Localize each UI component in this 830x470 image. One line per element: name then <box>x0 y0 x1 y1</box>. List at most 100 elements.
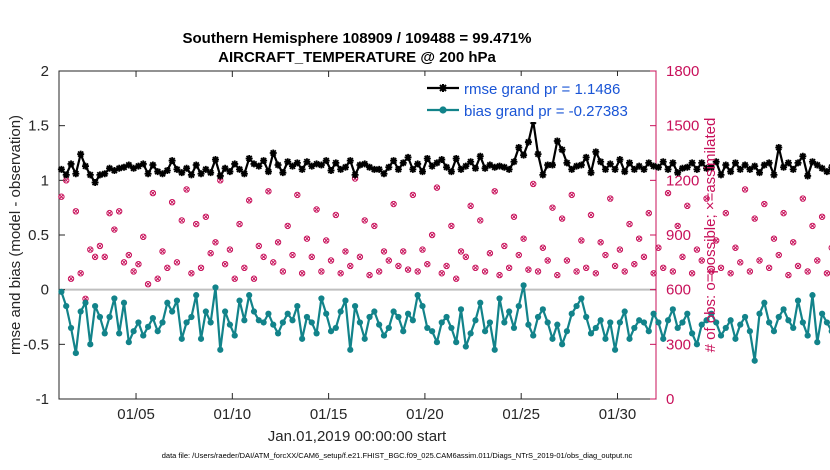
bias-point <box>303 313 311 321</box>
rmse-point <box>183 164 191 172</box>
bias-point <box>207 319 214 326</box>
obs-possible-point <box>115 208 123 215</box>
obs-possible-point <box>77 270 84 277</box>
bias-point <box>722 324 729 332</box>
rmse-point <box>91 179 99 187</box>
obs-possible-point <box>505 264 513 271</box>
rmse-point <box>317 161 325 169</box>
obs-assimilated-point <box>145 281 151 287</box>
obs-possible-point <box>221 260 229 268</box>
obs-assimilated-point <box>189 270 194 276</box>
obs-possible-point <box>236 220 243 228</box>
bias-point <box>669 306 676 313</box>
obs-possible-point <box>173 259 181 266</box>
y-tick-label: 1 <box>41 172 49 189</box>
bias-point <box>664 317 672 324</box>
bias-point <box>376 321 383 328</box>
rmse-point <box>616 156 624 164</box>
y-right-tick-label: 1800 <box>666 63 699 80</box>
rmse-point <box>587 169 595 177</box>
bias-point <box>597 317 604 324</box>
bias-point <box>703 317 710 324</box>
y-tick-label: 0.5 <box>28 227 49 244</box>
bias-point <box>631 324 638 332</box>
bias-point <box>274 330 282 337</box>
rmse-point <box>669 159 677 167</box>
rmse-point <box>313 160 321 168</box>
rmse-point <box>106 164 114 172</box>
obs-assimilated-point <box>670 269 676 274</box>
bias-point <box>82 299 89 306</box>
bias-point <box>693 341 701 348</box>
obs-assimilated-point <box>155 276 161 282</box>
obs-assimilated-point <box>810 223 815 229</box>
obs-assimilated-point <box>179 218 185 223</box>
rmse-point <box>418 168 426 176</box>
obs-possible-point <box>467 202 474 210</box>
obs-possible-point <box>438 270 445 277</box>
obs-assimilated-point <box>328 258 334 263</box>
bias-point <box>356 319 364 326</box>
obs-assimilated-point <box>63 177 69 183</box>
rmse-point <box>741 161 749 169</box>
rmse-point <box>626 159 634 167</box>
bias-point <box>525 321 532 328</box>
obs-possible-point <box>809 222 816 230</box>
plot-area: -1 -0.5 0 0.5 1 1.5 2 0 300 600 900 1200 1500 1800 01/… <box>23 63 830 423</box>
obs-possible-point <box>188 270 195 277</box>
bias-point <box>236 297 243 304</box>
rmse-point <box>423 154 431 162</box>
obs-possible-point <box>818 213 826 220</box>
obs-possible-point <box>650 270 657 277</box>
rmse-point <box>712 158 720 166</box>
obs-assimilated-point <box>150 190 156 196</box>
obs-assimilated-point <box>569 192 575 198</box>
rmse-point <box>804 172 812 180</box>
bias-point <box>477 299 484 306</box>
obs-assimilated-point <box>453 276 459 282</box>
obs-assimilated-point <box>468 203 473 209</box>
obs-assimilated-point <box>319 269 324 274</box>
legend-bias-marker <box>439 106 447 114</box>
x-tick-label: 01/30 <box>599 406 637 423</box>
obs-assimilated-point <box>733 245 738 251</box>
obs-possible-point <box>111 226 118 233</box>
rmse-point <box>154 168 162 176</box>
rmse-point <box>611 165 619 173</box>
obs-assimilated-point <box>343 249 348 254</box>
obs-possible-point <box>159 248 166 255</box>
bias-point <box>486 319 493 326</box>
obs-possible-point <box>274 239 282 246</box>
bias-point <box>650 310 657 317</box>
rmse-point <box>751 162 759 170</box>
obs-possible-point <box>250 275 258 282</box>
obs-possible-point <box>414 268 421 275</box>
bias-point <box>684 310 691 317</box>
bias-point <box>197 335 205 342</box>
bias-point <box>149 314 156 322</box>
rmse-point <box>592 148 600 156</box>
obs-assimilated-point <box>87 247 93 252</box>
bias-point <box>457 306 465 313</box>
obs-assimilated-point <box>396 263 401 269</box>
rmse-point <box>385 163 393 171</box>
bias-point <box>616 319 623 326</box>
y-tick-label: 2 <box>41 63 49 80</box>
obs-assimilated-point <box>116 208 122 214</box>
obs-assimilated-point <box>766 265 772 271</box>
obs-possible-point <box>775 251 782 259</box>
rmse-point <box>457 165 465 173</box>
obs-possible-point <box>717 264 725 271</box>
obs-assimilated-point <box>713 238 719 243</box>
obs-possible-point <box>780 209 787 217</box>
bias-point <box>472 317 479 324</box>
bias-point <box>559 341 566 348</box>
rmse-point <box>544 161 552 169</box>
obs-assimilated-point <box>588 212 594 218</box>
rmse-point <box>630 165 638 173</box>
bias-point <box>766 319 773 326</box>
bias-point <box>414 292 421 299</box>
rmse-point <box>722 161 730 169</box>
bias-point <box>308 319 315 326</box>
bias-point <box>318 295 325 302</box>
